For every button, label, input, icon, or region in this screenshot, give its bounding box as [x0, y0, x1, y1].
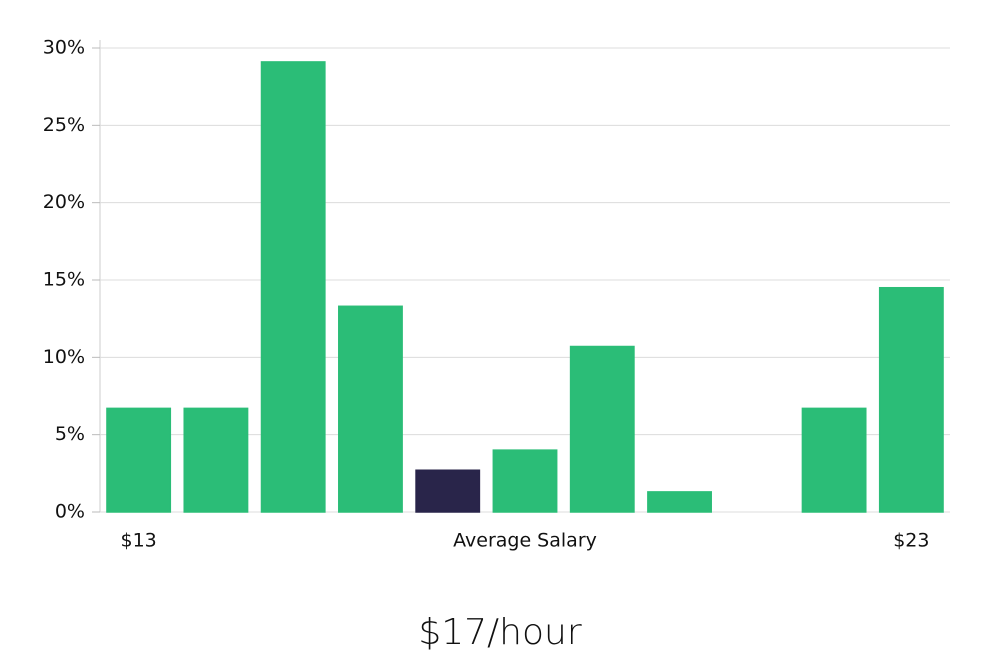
y-tick-label: 0% — [55, 501, 85, 523]
bar — [492, 449, 558, 513]
x-tick-label: $23 — [893, 530, 929, 552]
bar — [647, 491, 712, 513]
bar — [338, 305, 403, 513]
x-tick-label: Average Salary — [453, 530, 597, 552]
caption: $17/hour — [418, 612, 582, 653]
bar — [569, 345, 635, 513]
bar — [415, 469, 481, 513]
y-tick-label: 20% — [43, 191, 85, 213]
bar — [106, 407, 172, 513]
bar — [878, 286, 944, 513]
y-tick-label: 10% — [43, 346, 85, 368]
y-tick-label: 30% — [43, 37, 85, 59]
bar — [801, 407, 867, 513]
y-tick-label: 15% — [43, 269, 85, 291]
bar — [183, 407, 249, 513]
y-tick-label: 5% — [55, 423, 85, 445]
y-tick-label: 25% — [43, 114, 85, 136]
bar — [260, 61, 326, 513]
x-tick-label: $13 — [121, 530, 157, 552]
